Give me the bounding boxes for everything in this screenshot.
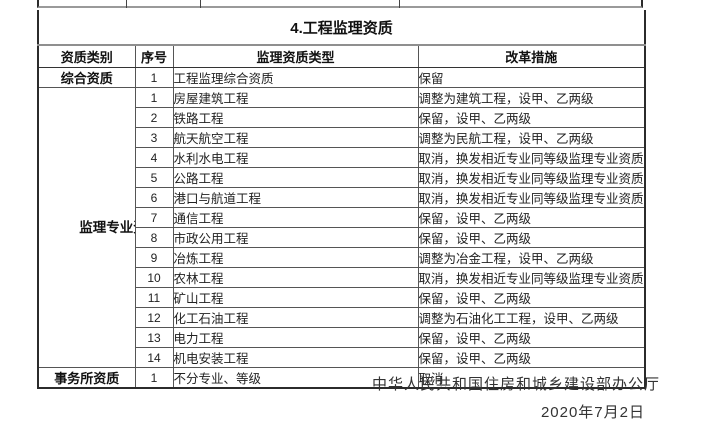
table-row: 11 矿山工程 保留，设甲、乙两级 [38,287,646,308]
cell-seq: 1 [134,87,174,108]
date-line: 2020年7月2日 [540,404,645,421]
cell-seq: 1 [134,367,174,389]
cell-measure: 调整为建筑工程，设甲、乙两级 [417,87,646,108]
col-header-type: 监理资质类型 [172,44,419,68]
table-row: 3 航天航空工程 调整为民航工程，设甲、乙两级 [38,127,646,148]
table-row: 事务所资质 1 不分专业、等级 取消 [37,367,646,389]
table-row: 6 港口与航道工程 取消，换发相近专业同等级监理专业资质 [38,187,646,208]
cell-type: 机电安装工程 [172,347,419,368]
table-row: 10 农林工程 取消，换发相近专业同等级监理专业资质 [38,267,646,288]
cell-type: 冶炼工程 [172,247,419,268]
cell-seq: 13 [134,327,174,348]
table-row: 监理专业资质 1 房屋建筑工程 调整为建筑工程，设甲、乙两级 [37,87,646,368]
cell-type: 工程监理综合资质 [172,67,419,88]
cell-type: 航天航空工程 [172,127,419,148]
cell-type: 通信工程 [172,207,419,228]
cell-measure: 取消，换发相近专业同等级监理专业资质 [417,267,646,288]
cell-type: 农林工程 [172,267,419,288]
table-row: 4 水利水电工程 取消，换发相近专业同等级监理专业资质 [38,147,646,168]
issuer-line: 中华人民共和国住房和城乡建设部办公厅 [371,376,660,393]
col-header-seq: 序号 [134,44,174,68]
col-header-category: 资质类别 [37,44,136,68]
cell-seq: 11 [134,287,174,308]
vertical-category-label: 监理专业资质 [79,219,134,235]
cell-seq: 1 [134,67,174,88]
cell-measure: 保留，设甲、乙两级 [417,207,646,228]
cell-type: 水利水电工程 [172,147,419,168]
cell-measure: 取消，换发相近专业同等级监理专业资质 [417,187,646,208]
cell-type: 电力工程 [172,327,419,348]
cell-category: 事务所资质 [37,367,136,389]
table-row: 14 机电安装工程 保留，设甲、乙两级 [38,347,646,368]
cell-measure: 取消，换发相近专业同等级监理专业资质 [417,147,646,168]
remnant-column-divider [399,0,400,8]
table-row: 8 市政公用工程 保留，设甲、乙两级 [38,227,646,248]
cell-type: 港口与航道工程 [172,187,419,208]
cell-seq: 6 [134,187,174,208]
table-row: 9 冶炼工程 调整为冶金工程，设甲、乙两级 [38,247,646,268]
cell-type: 不分专业、等级 [172,367,419,389]
cell-type: 铁路工程 [172,107,419,128]
cell-measure: 取消 [417,367,646,389]
cell-seq: 8 [134,227,174,248]
cell-type: 化工石油工程 [172,307,419,328]
cell-seq: 2 [134,107,174,128]
cell-measure: 保留，设甲、乙两级 [417,347,646,368]
table-title-row: 4.工程监理资质 [37,10,646,46]
cell-type: 房屋建筑工程 [172,87,419,108]
cell-seq: 5 [134,167,174,188]
col-header-measure: 改革措施 [417,44,646,68]
cell-measure: 保留，设甲、乙两级 [417,227,646,248]
table-header-row: 资质类别 序号 监理资质类型 改革措施 [37,44,646,68]
cell-measure: 保留，设甲、乙两级 [417,287,646,308]
table-row: 2 铁路工程 保留，设甲、乙两级 [38,107,646,128]
cell-seq: 10 [134,267,174,288]
cell-measure: 保留，设甲、乙两级 [417,107,646,128]
previous-table-remnant [37,0,643,8]
remnant-column-divider [126,0,127,8]
cell-category-vertical: 监理专业资质 [37,87,136,368]
cell-seq: 3 [134,127,174,148]
cell-measure: 保留，设甲、乙两级 [417,327,646,348]
cell-measure: 取消，换发相近专业同等级监理专业资质 [417,167,646,188]
cell-measure: 调整为冶金工程，设甲、乙两级 [417,247,646,268]
cell-measure: 调整为民航工程，设甲、乙两级 [417,127,646,148]
table-row: 7 通信工程 保留，设甲、乙两级 [38,207,646,228]
table-row: 13 电力工程 保留，设甲、乙两级 [38,327,646,348]
cell-seq: 4 [134,147,174,168]
cell-seq: 9 [134,247,174,268]
cell-measure: 保留 [417,67,646,88]
cell-seq: 12 [134,307,174,328]
cell-type: 矿山工程 [172,287,419,308]
remnant-column-divider [200,0,201,8]
cell-type: 市政公用工程 [172,227,419,248]
table-row: 12 化工石油工程 调整为石油化工工程，设甲、乙两级 [38,307,646,328]
table-title: 4.工程监理资质 [37,10,646,46]
cell-category: 综合资质 [37,67,136,88]
cell-measure: 调整为石油化工工程，设甲、乙两级 [417,307,646,328]
cell-seq: 14 [134,347,174,368]
cell-type: 公路工程 [172,167,419,188]
cell-seq: 7 [134,207,174,228]
table-row: 综合资质 1 工程监理综合资质 保留 [37,67,646,88]
qualification-table: 4.工程监理资质 资质类别 序号 监理资质类型 改革措施 综合资质 1 工程监理… [37,10,647,389]
